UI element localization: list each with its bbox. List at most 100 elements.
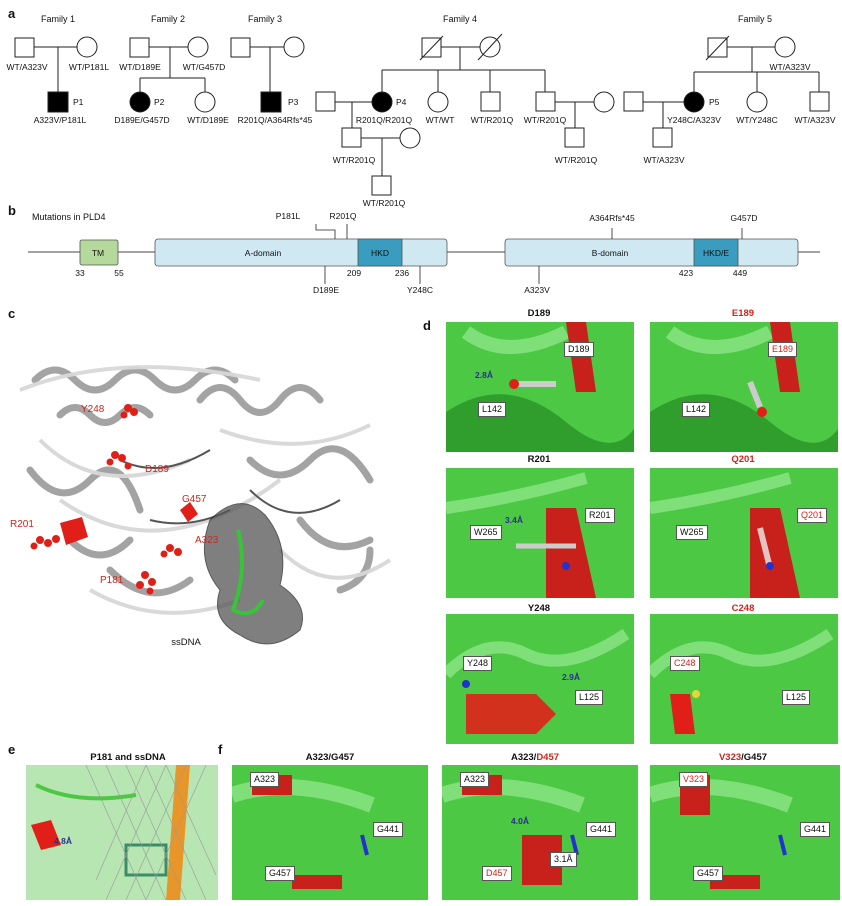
panel-d-title: C248 — [731, 603, 755, 614]
domain-map-title: Mutations in PLD4 — [32, 212, 106, 222]
residue-label: W265 — [470, 525, 502, 540]
position-label: 33 — [75, 268, 85, 278]
residue-label: R201 — [585, 508, 615, 523]
genotype: WT/R201Q — [332, 155, 376, 165]
residue-label: D189 — [564, 342, 594, 357]
family-4-title: Family 4 — [442, 14, 478, 24]
family-2-title: Family 2 — [150, 14, 186, 24]
panel-label-d: d — [423, 318, 431, 333]
residue-label-g457: G457 — [182, 494, 207, 505]
residue-label: Y248 — [463, 656, 493, 671]
panel-d-e189-image — [650, 322, 838, 452]
patient-id: P1 — [73, 97, 84, 107]
domain-label-hkd: HKD — [371, 248, 389, 258]
protein-structure-image — [19, 365, 392, 645]
domain-label-hkde: HKD/E — [703, 248, 729, 258]
genotype: WT/R201Q — [470, 115, 514, 125]
position-label: 236 — [394, 268, 410, 278]
mutation-label: Y248C — [407, 285, 433, 295]
tm-domain — [79, 239, 119, 266]
residue-label: A323 — [250, 772, 280, 787]
panel-label-e: e — [8, 742, 16, 757]
family-1-title: Family 1 — [40, 14, 76, 24]
residue-label: C248 — [670, 656, 700, 671]
residue-label: E189 — [768, 342, 798, 357]
mutation-label: R201Q — [329, 211, 357, 221]
genotype: WT/P181L — [68, 62, 110, 72]
genotype: WT/R201Q — [362, 198, 406, 208]
residue-label-r201: R201 — [10, 519, 34, 530]
panel-d-title: E189 — [731, 308, 755, 319]
patient-id: P3 — [288, 97, 299, 107]
panel-d-title: D189 — [527, 308, 551, 319]
distance-label: 4.0Å — [511, 816, 529, 826]
panel-label-f: f — [218, 742, 223, 757]
panel-d-q201-image — [650, 468, 838, 598]
genotype: A323V/P181L — [33, 115, 87, 125]
residue-label: D457 — [482, 866, 512, 881]
residue-label: G441 — [373, 822, 404, 837]
residue-label-p181: P181 — [100, 575, 124, 586]
genotype: WT/A323V — [769, 62, 811, 72]
domain-label-a: A-domain — [244, 248, 282, 258]
panel-d-c248-image — [650, 614, 838, 744]
residue-label: G457 — [693, 866, 724, 881]
domain-map — [28, 224, 820, 284]
genotype: WT/A323V — [6, 62, 48, 72]
ssdna-mesh — [203, 503, 303, 645]
position-label: 423 — [678, 268, 694, 278]
residue-label: G457 — [265, 866, 296, 881]
genotype: WT/D189E — [187, 115, 229, 125]
residue-label: W265 — [676, 525, 708, 540]
genotype: WT/A323V — [794, 115, 836, 125]
panel-f-title: A323/G457 — [305, 752, 355, 763]
residue-label: G441 — [800, 822, 831, 837]
distance-label: 3.4Å — [505, 515, 523, 525]
panel-e-title: P181 and ssDNA — [90, 752, 166, 763]
mutation-label: G457D — [730, 213, 758, 223]
pedigree-lines — [14, 33, 830, 196]
patient-id: P5 — [709, 97, 720, 107]
genotype: WT/D189E — [119, 62, 161, 72]
genotype: R201Q/R201Q — [355, 115, 413, 125]
distance-label: 2.8Å — [475, 370, 493, 380]
residue-label: G441 — [586, 822, 617, 837]
genotype: WT/A323V — [643, 155, 685, 165]
residue-label: L125 — [782, 690, 811, 705]
genotype: WT/G457D — [182, 62, 226, 72]
position-label: 55 — [114, 268, 124, 278]
family-5-title: Family 5 — [737, 14, 773, 24]
residue-label: V323 — [679, 772, 709, 787]
mutation-label: A323V — [524, 285, 550, 295]
b-domain — [504, 238, 799, 267]
panel-d-d189-image — [446, 322, 634, 452]
panel-f-title: V323/G457 — [718, 752, 768, 763]
residue-label: Q201 — [797, 508, 828, 523]
family-3-title: Family 3 — [247, 14, 283, 24]
position-label: 449 — [732, 268, 748, 278]
domain-label-b: B-domain — [591, 248, 629, 258]
residue-label: L125 — [575, 690, 604, 705]
panel-label-a: a — [8, 6, 16, 21]
mutation-label: A364Rfs*45 — [589, 213, 635, 223]
mutation-label: D189E — [313, 285, 339, 295]
genotype: Y248C/A323V — [667, 115, 721, 125]
distance-label: 4.8Å — [54, 836, 72, 846]
panel-d-title: Q201 — [731, 454, 755, 465]
genotype: WT/WT — [425, 115, 455, 125]
residue-label: A323 — [460, 772, 490, 787]
panel-d-title: Y248 — [527, 603, 551, 614]
patient-id: P2 — [154, 97, 165, 107]
panel-e-image — [26, 765, 218, 900]
panel-d-r201-image — [446, 468, 634, 598]
hkd-domain-2 — [693, 238, 739, 267]
r201-highlight — [60, 517, 88, 545]
residue-label: L142 — [682, 402, 711, 417]
panel-d-title: R201 — [527, 454, 551, 465]
panel-label-b: b — [8, 203, 16, 218]
residue-label-a323: A323 — [195, 535, 219, 546]
residue-label: L142 — [478, 402, 507, 417]
ssdna-label: ssDNA — [171, 637, 201, 648]
genotype: WT/R201Q — [554, 155, 598, 165]
panel-d-y248-image — [446, 614, 634, 744]
